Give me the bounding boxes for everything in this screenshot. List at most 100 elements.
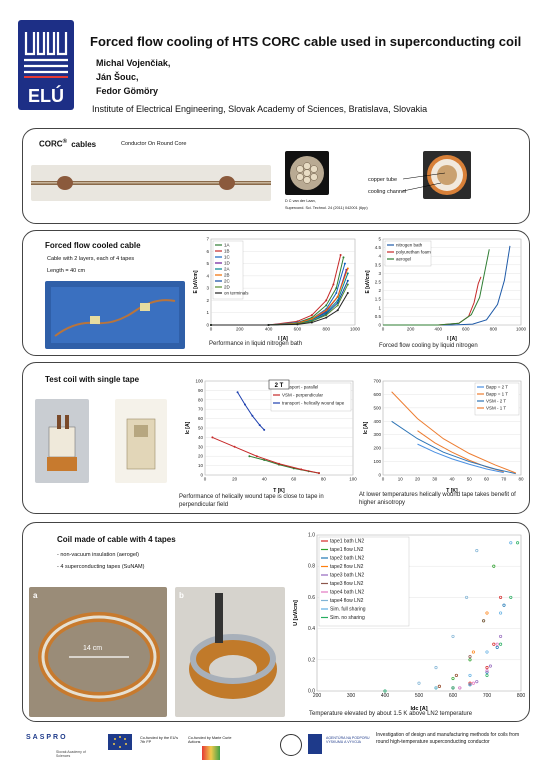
data-point: [499, 611, 503, 615]
data-point: [485, 666, 489, 670]
data-point: [336, 309, 339, 312]
data-point: [383, 689, 387, 693]
legend-label: 1C: [224, 255, 231, 260]
data-point: [243, 403, 246, 406]
data-point: [310, 314, 313, 317]
data-point: [417, 681, 421, 685]
data-point: [471, 650, 475, 654]
cross-section-icon: [290, 156, 324, 190]
data-point: [317, 472, 320, 475]
x-tick-label: 800: [490, 327, 498, 332]
legend-label: tape3 bath LN2: [330, 573, 364, 579]
data-point: [339, 253, 342, 256]
data-point: [258, 424, 261, 427]
x-tick-label: 600: [462, 327, 470, 332]
legend-label: tape3 flow LN2: [330, 581, 364, 587]
data-point: [248, 455, 251, 458]
data-point: [492, 642, 496, 646]
cofunded-text: Co-funded by the EU's 7th FP: [140, 736, 179, 744]
coil-b-icon: [189, 593, 277, 699]
data-point: [485, 669, 489, 673]
panel4-title: Coil made of cable with 4 tapes: [57, 535, 176, 544]
x-tick-label: 600: [294, 327, 302, 332]
coil-former-icon: [126, 418, 156, 470]
data-point: [475, 549, 479, 553]
panel1-title-tail: cables: [71, 139, 97, 149]
data-point: [434, 686, 438, 690]
x-tick-label: 100: [349, 477, 357, 482]
data-point: [211, 436, 214, 439]
panel2-caption-left: Performance in liquid nitrogen bath: [209, 341, 303, 347]
panel1-title-text: CORC: [39, 139, 63, 149]
copper-tube-icon: [427, 155, 467, 195]
y-tick-label: 200: [373, 446, 381, 451]
y-tick-label: 20: [198, 454, 204, 459]
project-text: Investigation of design and manufacturin…: [376, 732, 520, 745]
x-tick-label: 700: [483, 693, 492, 699]
institute: Institute of Electrical Engineering, Slo…: [92, 104, 428, 114]
x-tick-label: 60: [291, 477, 297, 482]
legend-box: [318, 536, 410, 627]
legend-label: transport - helically wound tape: [282, 401, 345, 406]
marie-curie-text: Co-funded by Marie Curie Actions: [188, 736, 232, 744]
legend-label: on terminals: [224, 291, 249, 296]
data-point: [475, 680, 479, 684]
logo-text: ELÚ: [28, 86, 64, 106]
saspro-logo: SASPRO: [26, 734, 68, 741]
data-point: [346, 292, 349, 295]
data-point: [325, 304, 328, 307]
y-tick-label: 60: [198, 416, 204, 421]
data-point: [499, 642, 503, 646]
author-2: Ján Šouc,: [96, 72, 139, 82]
x-tick-label: 1000: [350, 327, 361, 332]
chart-title-box: [268, 379, 290, 390]
panel-forced-flow-cable: Forced flow cooled cable Cable with 2 la…: [22, 230, 530, 356]
chart-ln2-bath: 0 1 2 3 4 5 6 7 0 200 400 600 800 1000 I [A] E [uV/cm] 1…: [193, 237, 361, 342]
author-1: Michal Vojenčiak,: [96, 58, 171, 68]
x-tick-label: 60: [484, 477, 490, 482]
y-tick-label: 0.8: [308, 564, 315, 570]
data-point: [335, 292, 338, 295]
data-point: [488, 664, 492, 668]
cable-tray-photo: [45, 281, 185, 349]
data-point: [482, 619, 486, 623]
ref-journal: Supercond. Sci. Technol. 24 (2011) 04200…: [285, 206, 368, 210]
x-tick-label: 0: [382, 327, 385, 332]
legend-label: 2C: [224, 279, 231, 284]
marie-curie-logo-icon: [202, 746, 220, 760]
y-tick-label: 4: [378, 254, 381, 259]
data-point: [343, 262, 346, 265]
data-point: [255, 455, 258, 458]
legend-label: 2B: [224, 273, 230, 278]
x-tick-label: 200: [313, 693, 322, 699]
y-tick-label: 3: [378, 271, 381, 276]
y-tick-label: 3.5: [375, 262, 382, 267]
x-tick-label: 70: [501, 477, 507, 482]
legend-label: tape2 flow LN2: [330, 564, 364, 570]
data-point: [336, 295, 339, 298]
legend-label: tape4 flow LN2: [330, 598, 364, 604]
series-line: [417, 443, 504, 474]
sas-emblem-icon: [280, 734, 302, 756]
x-axis-label: I [A]: [447, 336, 457, 341]
x-axis-label: I [A]: [278, 336, 288, 341]
coil-a-icon: [38, 612, 160, 702]
x-tick-label: 80: [321, 477, 327, 482]
x-axis-label: T [K]: [446, 488, 458, 493]
label-cooling-channel: cooling channel: [368, 189, 407, 195]
y-tick-label: 3: [206, 286, 209, 291]
test-coil-photo-2: [115, 399, 167, 483]
legend-label: transport - parallel: [282, 385, 318, 390]
y-tick-label: 40: [198, 435, 204, 440]
x-tick-label: 600: [449, 693, 458, 699]
data-point: [485, 611, 489, 615]
x-tick-label: 800: [322, 327, 330, 332]
data-point: [236, 391, 239, 394]
cable-photo: [31, 165, 271, 201]
data-point: [263, 458, 266, 461]
panel2-caption-right: Forced flow cooling by liquid nitrogen: [379, 343, 478, 349]
data-point: [471, 681, 475, 685]
data-point: [310, 317, 313, 320]
panel-test-coil: Test coil with single tape 0 10 20 30 40 50 60…: [22, 362, 530, 514]
legend-label: tape1 flow LN2: [330, 547, 364, 553]
